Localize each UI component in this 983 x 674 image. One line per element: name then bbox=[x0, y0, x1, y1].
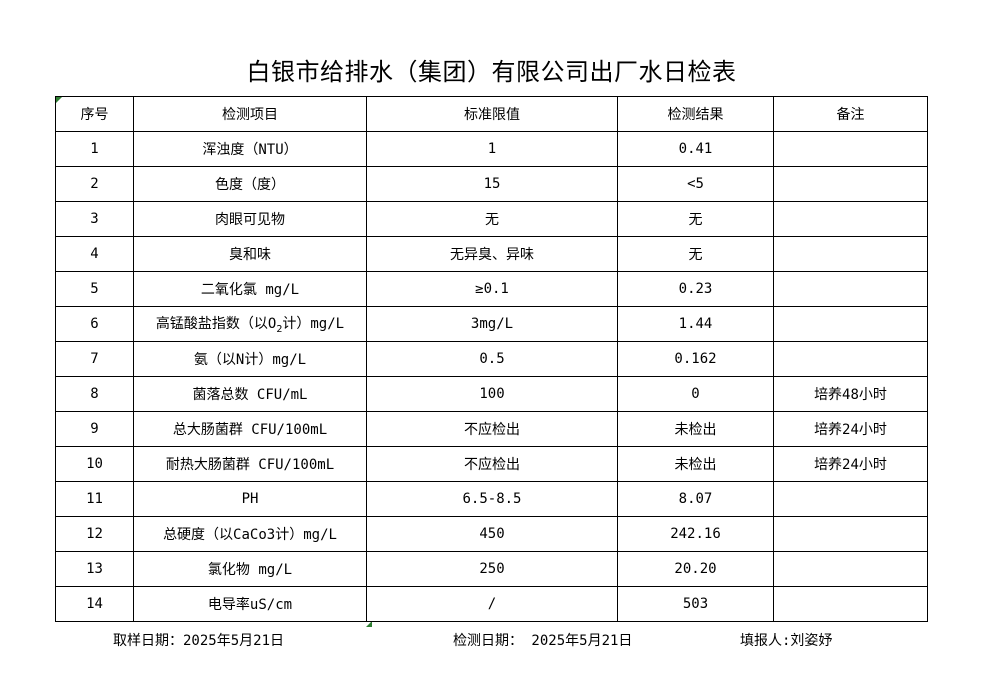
cell-no: 14 bbox=[55, 586, 134, 622]
cell-result: 0 bbox=[617, 376, 774, 412]
cell-item: 肉眼可见物 bbox=[133, 201, 367, 237]
cell-note bbox=[773, 516, 928, 552]
cell-result: 无 bbox=[617, 201, 774, 237]
item-text: 计）mg/L bbox=[282, 316, 345, 333]
cell-limit: 无 bbox=[366, 201, 618, 237]
cell-no: 9 bbox=[55, 411, 134, 447]
header-note: 备注 bbox=[773, 96, 928, 132]
table-row: 2 色度（度） 15 <5 bbox=[55, 166, 928, 202]
cell-item: 臭和味 bbox=[133, 236, 367, 272]
cell-no: 3 bbox=[55, 201, 134, 237]
cell-item: 氨（以N计）mg/L bbox=[133, 341, 367, 377]
cell-note bbox=[773, 306, 928, 342]
sampling-date: 取样日期：2025年5月21日 bbox=[113, 633, 285, 649]
cell-result: 20.20 bbox=[617, 551, 774, 587]
table-row: 8 菌落总数 CFU/mL 100 0 培养48小时 bbox=[55, 376, 928, 412]
table-row: 12 总硬度（以CaCo3计）mg/L 450 242.16 bbox=[55, 516, 928, 552]
cell-no: 13 bbox=[55, 551, 134, 587]
cell-no: 8 bbox=[55, 376, 134, 412]
cell-no: 7 bbox=[55, 341, 134, 377]
cell-item: 电导率uS/cm bbox=[133, 586, 367, 622]
cell-limit: 450 bbox=[366, 516, 618, 552]
cell-result: 无 bbox=[617, 236, 774, 272]
cell-result: 未检出 bbox=[617, 446, 774, 482]
cell-limit: 15 bbox=[366, 166, 618, 202]
table-row: 7 氨（以N计）mg/L 0.5 0.162 bbox=[55, 341, 928, 377]
table-row: 10 耐热大肠菌群 CFU/100mL 不应检出 未检出 培养24小时 bbox=[55, 446, 928, 482]
cell-result: 8.07 bbox=[617, 481, 774, 517]
cell-no: 5 bbox=[55, 271, 134, 307]
cell-result: 0.162 bbox=[617, 341, 774, 377]
cell-limit: 不应检出 bbox=[366, 446, 618, 482]
table-row: 1 浑浊度（NTU） 1 0.41 bbox=[55, 131, 928, 167]
test-date: 检测日期： 2025年5月21日 bbox=[453, 633, 633, 649]
table-row: 11 PH 6.5-8.5 8.07 bbox=[55, 481, 928, 517]
cell-limit: 不应检出 bbox=[366, 411, 618, 447]
cell-no: 2 bbox=[55, 166, 134, 202]
cell-limit: 3mg/L bbox=[366, 306, 618, 342]
cell-item: 高锰酸盐指数（以O2计）mg/L bbox=[133, 306, 367, 342]
cell-item: 二氧化氯 mg/L bbox=[133, 271, 367, 307]
cell-item: 耐热大肠菌群 CFU/100mL bbox=[133, 446, 367, 482]
table-row: 6 高锰酸盐指数（以O2计）mg/L 3mg/L 1.44 bbox=[55, 306, 928, 342]
item-subscript: 2 bbox=[276, 323, 283, 335]
cell-no: 1 bbox=[55, 131, 134, 167]
cell-result: 未检出 bbox=[617, 411, 774, 447]
table-row: 3 肉眼可见物无无 bbox=[55, 201, 928, 237]
cell-no: 4 bbox=[55, 236, 134, 272]
cell-no: 11 bbox=[55, 481, 134, 517]
cell-result: <5 bbox=[617, 166, 774, 202]
cell-item: 总硬度（以CaCo3计）mg/L bbox=[133, 516, 367, 552]
table-row: 13 氯化物 mg/L 250 20.20 bbox=[55, 551, 928, 587]
page-title: 白银市给排水（集团）有限公司出厂水日检表 bbox=[246, 58, 737, 86]
cell-result: 0.23 bbox=[617, 271, 774, 307]
table-row: 5 二氧化氯 mg/L ≥0.1 0.23 bbox=[55, 271, 928, 307]
cell-note bbox=[773, 341, 928, 377]
cell-note: 培养24小时 bbox=[773, 411, 928, 447]
inspection-table: 序号 检测项目 标准限值 检测结果 备注 1 浑浊度（NTU） 1 0.41 2 色度（度… bbox=[55, 96, 928, 622]
reporter: 填报人:刘姿妤 bbox=[740, 633, 833, 649]
cell-note bbox=[773, 481, 928, 517]
cell-item: 氯化物 mg/L bbox=[133, 551, 367, 587]
table-row: 14 电导率uS/cm/503 bbox=[55, 586, 928, 622]
header-item: 检测项目 bbox=[133, 96, 367, 132]
cell-note bbox=[773, 271, 928, 307]
cell-item: 色度（度） bbox=[133, 166, 367, 202]
header-no: 序号 bbox=[55, 96, 134, 132]
cell-limit: 6.5-8.5 bbox=[366, 481, 618, 517]
cell-limit: 1 bbox=[366, 131, 618, 167]
cell-limit: 无异臭、异味 bbox=[366, 236, 618, 272]
cell-note bbox=[773, 201, 928, 237]
cell-limit: 250 bbox=[366, 551, 618, 587]
table-row: 9 总大肠菌群 CFU/100mL 不应检出 未检出 培养24小时 bbox=[55, 411, 928, 447]
cell-no: 6 bbox=[55, 306, 134, 342]
cell-limit: 0.5 bbox=[366, 341, 618, 377]
cell-marker bbox=[366, 621, 372, 627]
cell-note bbox=[773, 586, 928, 622]
cell-note bbox=[773, 166, 928, 202]
cell-result: 242.16 bbox=[617, 516, 774, 552]
cell-limit: / bbox=[366, 586, 618, 622]
table-row: 4 臭和味 无异臭、异味无 bbox=[55, 236, 928, 272]
cell-note: 培养24小时 bbox=[773, 446, 928, 482]
cell-note bbox=[773, 551, 928, 587]
cell-note: 培养48小时 bbox=[773, 376, 928, 412]
cell-note bbox=[773, 131, 928, 167]
cell-result: 1.44 bbox=[617, 306, 774, 342]
header-limit: 标准限值 bbox=[366, 96, 618, 132]
cell-result: 503 bbox=[617, 586, 774, 622]
item-text: 高锰酸盐指数（以O bbox=[155, 316, 277, 333]
cell-no: 10 bbox=[55, 446, 134, 482]
cell-no: 12 bbox=[55, 516, 134, 552]
cell-item: 菌落总数 CFU/mL bbox=[133, 376, 367, 412]
header-row: 序号 检测项目 标准限值 检测结果 备注 bbox=[55, 96, 928, 132]
header-result: 检测结果 bbox=[617, 96, 774, 132]
cell-item: 浑浊度（NTU） bbox=[133, 131, 367, 167]
cell-note bbox=[773, 236, 928, 272]
cell-result: 0.41 bbox=[617, 131, 774, 167]
cell-limit: ≥0.1 bbox=[366, 271, 618, 307]
cell-item: 总大肠菌群 CFU/100mL bbox=[133, 411, 367, 447]
cell-item: PH bbox=[133, 481, 367, 517]
cell-limit: 100 bbox=[366, 376, 618, 412]
